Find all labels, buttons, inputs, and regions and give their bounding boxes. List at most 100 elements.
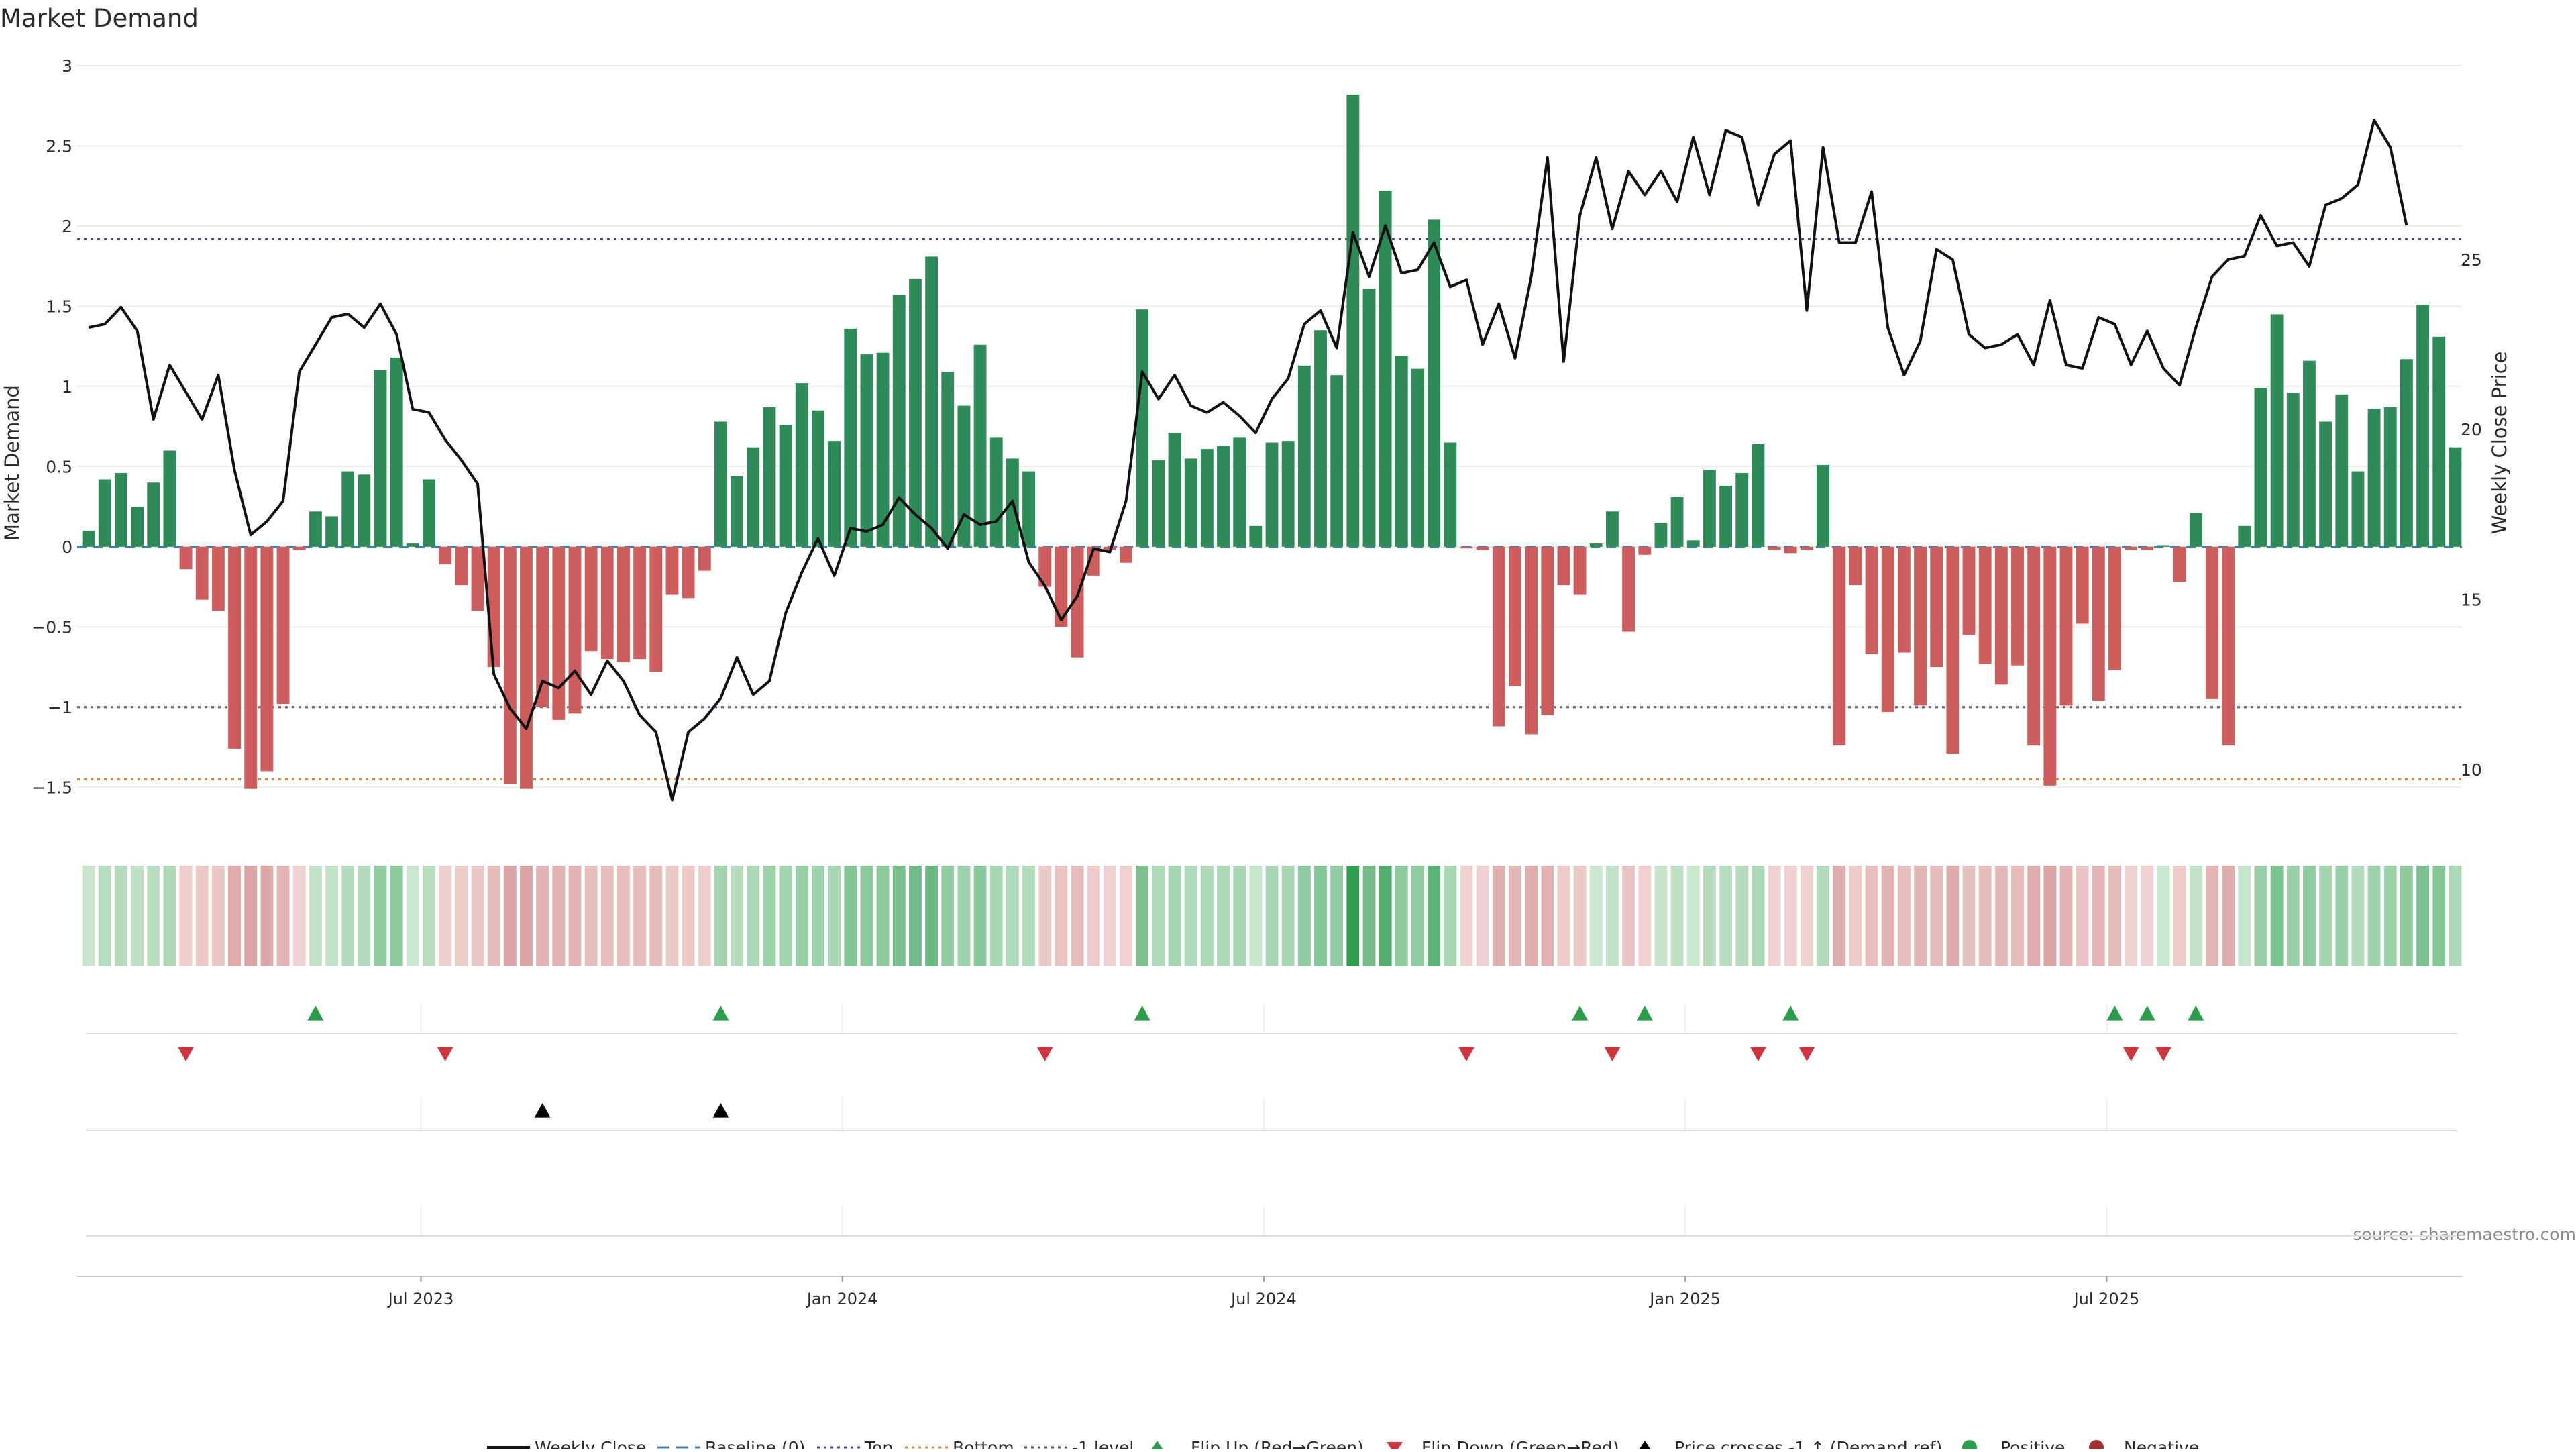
demand-heat-strip — [83, 866, 2462, 966]
heat-cell — [957, 866, 970, 966]
heat-cell — [1266, 866, 1279, 966]
legend-price-cross: Price crosses -1 ↑ (Demand ref) — [1637, 1438, 1942, 1449]
demand-bar — [147, 482, 160, 547]
demand-bar — [2271, 314, 2284, 546]
demand-bar — [293, 547, 306, 550]
y-tick-label: 1.5 — [46, 297, 72, 316]
demand-bar — [1185, 458, 1197, 546]
heat-cell — [407, 866, 419, 966]
demand-bar — [1849, 547, 1862, 585]
price-cross-marker — [712, 1103, 729, 1118]
flip-up-marker — [2188, 1006, 2204, 1021]
svg-text:-1 level: -1 level — [1072, 1438, 1134, 1449]
heat-cell — [1525, 866, 1538, 966]
demand-bar — [2384, 407, 2397, 547]
heat-cell — [796, 866, 808, 966]
demand-bar — [2352, 472, 2365, 547]
demand-bar — [1930, 547, 1943, 667]
heat-cell — [1346, 866, 1359, 966]
heat-cell — [2043, 866, 2056, 966]
heat-cell — [2125, 866, 2137, 966]
demand-bar — [2303, 361, 2316, 547]
legend-flip-up: Flip Up (Red→Green) — [1149, 1438, 1364, 1449]
demand-bar — [1671, 497, 1684, 547]
heat-cell — [1914, 866, 1927, 966]
demand-bar — [941, 372, 954, 546]
heat-cell — [536, 866, 549, 966]
demand-bar — [2400, 359, 2413, 547]
demand-bar — [2141, 547, 2153, 550]
demand-bar — [1346, 95, 1359, 547]
flip-down-marker — [1037, 1047, 1053, 1061]
flip-up-marker — [2139, 1006, 2155, 1021]
heat-cell — [325, 866, 338, 966]
demand-bar — [2319, 421, 2332, 546]
heat-cell — [2157, 866, 2170, 966]
chart-title: Market Demand — [0, 4, 199, 33]
demand-bar — [277, 547, 290, 704]
heat-cell — [1379, 866, 1392, 966]
heat-cell — [1217, 866, 1230, 966]
svg-text:Price crosses -1 ↑ (Demand ref: Price crosses -1 ↑ (Demand ref) — [1674, 1438, 1942, 1449]
heat-cell — [2416, 866, 2429, 966]
demand-bar — [423, 479, 435, 546]
demand-bar — [1314, 330, 1327, 547]
heat-cell — [1314, 866, 1327, 966]
heat-cell — [1022, 866, 1035, 966]
heat-cell — [163, 866, 176, 966]
heat-cell — [1169, 866, 1181, 966]
heat-cell — [1249, 866, 1262, 966]
demand-bar — [1995, 547, 2008, 684]
heat-cell — [374, 866, 387, 966]
heat-cell — [147, 866, 160, 966]
heat-cell — [1460, 866, 1473, 966]
demand-bar — [682, 547, 695, 598]
demand-bar — [1590, 543, 1603, 547]
heat-cell — [1833, 866, 1845, 966]
demand-bar — [812, 411, 824, 547]
heat-cell — [390, 866, 403, 966]
heat-cell — [196, 866, 209, 966]
demand-bar — [1428, 219, 1440, 546]
demand-bar — [1169, 433, 1181, 547]
y2-tick-label: 15 — [2461, 590, 2482, 610]
demand-bar — [1719, 486, 1732, 547]
y2-axis-label: Weekly Close Price — [2488, 352, 2511, 535]
demand-bar — [163, 450, 176, 546]
demand-bar — [844, 329, 857, 547]
demand-bar — [1460, 547, 1473, 548]
demand-bar — [1574, 547, 1587, 595]
heat-cell — [780, 866, 792, 966]
demand-bar — [2287, 393, 2300, 546]
demand-bar — [633, 547, 646, 659]
x-tick-label: Jul 2025 — [2073, 1290, 2140, 1308]
demand-bar — [1638, 547, 1651, 555]
heat-cell — [682, 866, 695, 966]
demand-bar — [1541, 547, 1554, 715]
demand-bar — [1493, 547, 1505, 727]
heat-cell — [131, 866, 144, 966]
heat-cell — [115, 866, 127, 966]
demand-bar — [731, 476, 743, 547]
demand-bar — [325, 516, 338, 546]
heat-cell — [1671, 866, 1684, 966]
demand-bar — [860, 354, 873, 547]
y-tick-label: 0.5 — [46, 457, 72, 476]
demand-bar — [1298, 366, 1311, 547]
demand-bar — [2449, 448, 2461, 547]
heat-cell — [1703, 866, 1716, 966]
y-tick-label: −1.5 — [32, 778, 72, 797]
triangle-up-icon — [1149, 1441, 1165, 1449]
heat-cell — [2060, 866, 2073, 966]
heat-cell — [439, 866, 451, 966]
demand-bar — [374, 370, 387, 547]
y-axis-label: Market Demand — [1, 385, 23, 541]
demand-bar — [1735, 473, 1748, 547]
demand-bar — [1914, 547, 1927, 706]
demand-bars — [83, 95, 2462, 789]
demand-bar — [1882, 547, 1894, 712]
legend-baseline: Baseline (0) — [657, 1438, 805, 1449]
price-line-layer — [89, 120, 2406, 800]
